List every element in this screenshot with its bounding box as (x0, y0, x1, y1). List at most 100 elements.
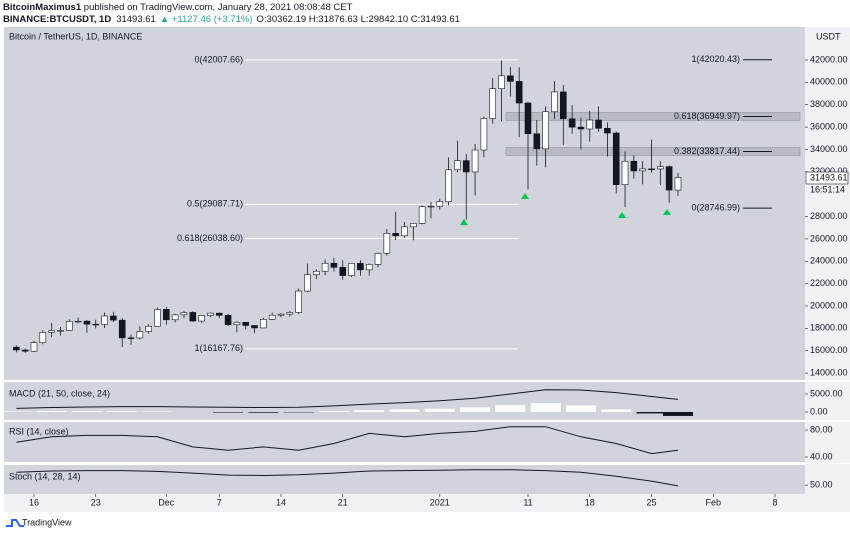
y-tick-label: 18000.00 (810, 323, 848, 333)
x-tick-label: 16 (29, 497, 39, 507)
candle-body (171, 314, 179, 321)
candle-body (471, 149, 479, 173)
candle-body (595, 119, 602, 129)
plot: 14000.00 16000.00 18000.00 20000.00 22000.00… (1, 54, 850, 507)
y-tick-label: 40.00 (810, 451, 833, 461)
candle-body (118, 319, 126, 339)
fib-zone (505, 112, 801, 121)
candle-body (454, 160, 461, 171)
arrow-up (460, 219, 468, 225)
candle-body (286, 312, 294, 315)
candle-body (383, 233, 391, 254)
arrows (460, 193, 671, 225)
y-tick-label: 16000.00 (810, 345, 848, 355)
candle-body (665, 166, 673, 191)
fib-label: 0.618(26038.60) (177, 233, 243, 243)
x-tick-label: 2021 (430, 497, 450, 507)
candle-body (577, 126, 585, 130)
candle-body (92, 323, 100, 326)
change: ▲ +1127.46 (+3.71%) (160, 14, 253, 25)
fib-label: 1(42020.43) (691, 54, 740, 64)
candle-body (339, 267, 347, 276)
histogram-bar (107, 411, 138, 413)
published: published on TradingView.com, January 28… (81, 2, 352, 13)
candle-body (418, 206, 426, 224)
x-tick-label: Dec (158, 497, 175, 507)
y-tick-label: 26000.00 (810, 233, 848, 243)
header-line-2: BINANCE:BTCUSDT, 1D 31493.61 ▲ +1127.46 (+… (3, 14, 460, 25)
candle-body (392, 233, 399, 237)
candle-body (357, 263, 364, 271)
rsi-title: RSI (14, close) (9, 426, 69, 436)
histogram-bar (601, 409, 632, 413)
brand: TradingView (22, 517, 72, 527)
candle-body (648, 168, 655, 171)
y-tick-label: 5000.00 (810, 388, 843, 398)
x-tick-label: 8 (772, 497, 777, 507)
candle-body (163, 309, 170, 321)
candle-body (101, 315, 108, 325)
countdown: 16:51:14 (810, 184, 845, 194)
histogram-bar (213, 412, 244, 413)
macd-line (16, 389, 679, 409)
author: BitcoinMaximus1 (3, 2, 82, 13)
candle-body (277, 313, 285, 316)
price-pane (4, 27, 805, 380)
candle-body (260, 318, 267, 329)
candle-body (189, 312, 197, 322)
candle-body (559, 91, 567, 120)
macd-title: MACD (21, 50, close, 24) (9, 388, 110, 398)
candle-body (242, 321, 250, 326)
candle-body (321, 262, 329, 272)
histogram-bar (424, 408, 455, 413)
y-tick-label: 42000.00 (810, 54, 848, 64)
x-tick-label: 14 (276, 497, 286, 507)
candle-body (498, 75, 505, 89)
histogram-bar (1, 411, 32, 413)
stoch-pane (4, 465, 805, 494)
candle-body (586, 119, 594, 130)
candle-body (198, 315, 205, 322)
y-tick-label: 50.00 (810, 480, 833, 490)
y-tick-label: 32000.00 (810, 166, 848, 176)
candle-body (224, 315, 232, 326)
y-tick-label: 36000.00 (810, 121, 848, 131)
histogram-bar (389, 409, 420, 413)
candle-body (127, 337, 135, 339)
candle-body (657, 166, 664, 170)
candle-body (312, 270, 320, 276)
candle-body (507, 75, 514, 82)
candle-body (604, 127, 611, 134)
candle-body (365, 263, 373, 271)
candle-body (480, 118, 488, 151)
x-tick-label: Feb (705, 497, 721, 507)
candle-body (65, 321, 73, 331)
candle-body (551, 91, 558, 113)
y-tick-label: 80.00 (810, 424, 833, 434)
histogram-bar (36, 411, 67, 413)
candle-body (542, 111, 549, 150)
arrow-up (618, 212, 626, 218)
price-label-box (805, 171, 849, 185)
histogram-bar (565, 405, 596, 413)
symbol: BINANCE:BTCUSDT, 1D (3, 14, 111, 25)
y-tick-label: 0.00 (810, 406, 828, 416)
price-label: 31493.61 (810, 172, 848, 182)
y-tick-label: 22000.00 (810, 278, 848, 288)
histogram-bar (248, 412, 279, 413)
x-tick-label: 18 (585, 497, 595, 507)
arrow-up (521, 193, 529, 199)
candle-body (533, 133, 541, 150)
y-tick-label: 14000.00 (810, 367, 848, 377)
candle-body (48, 330, 55, 333)
candle-body (136, 331, 144, 339)
candle-body (180, 312, 188, 316)
candle-body (621, 160, 629, 185)
ohlc: O:30362.19 H:31876.63 L:29842.10 C:31493… (257, 14, 460, 25)
candle-body (515, 81, 523, 104)
y-tick-label: 24000.00 (810, 256, 848, 266)
candle-body (374, 252, 382, 265)
candle-body (145, 325, 152, 332)
candle-body (348, 263, 355, 276)
